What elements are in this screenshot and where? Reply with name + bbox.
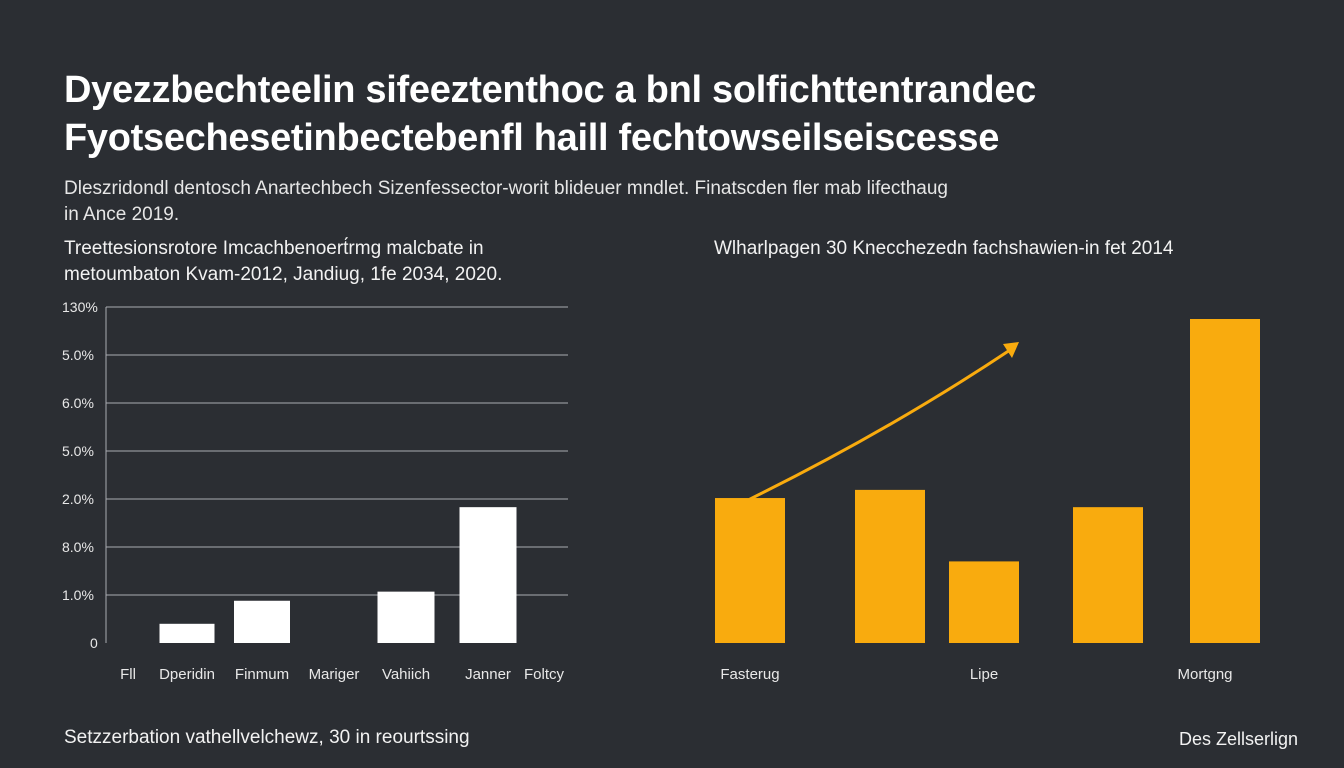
chart-title: Dyezzbechteelin sifeeztenthoc a bnl solf…	[64, 66, 1264, 162]
left-chart-category-label: Fll	[120, 666, 136, 683]
left-chart-category-label: Janner	[465, 666, 511, 683]
left-chart-caption: Treettesionsrotore Imcachbenoert́rmg mal…	[64, 236, 584, 288]
trend-arrow-line	[748, 348, 1012, 501]
left-chart-category-label: Foltcy	[524, 666, 565, 683]
footer-credit: Des Zellserlign	[1178, 729, 1298, 749]
left-chart-ytick-label: 5.0%	[62, 347, 94, 363]
left-caption-line-2: metoumbaton Kvam-2012, Jandiug, 1fe 2034…	[64, 264, 503, 285]
left-chart-ytick-label: 130%	[62, 299, 98, 315]
title-line-2: Fyotsechesetinbectebenfl haill fechtowse…	[64, 117, 1000, 159]
left-chart-bar	[377, 591, 435, 643]
left-chart-ytick-label: 0	[90, 635, 98, 651]
right-chart-bar	[1190, 319, 1260, 643]
left-chart-category-label: Finmum	[235, 666, 289, 683]
subtitle-line-1: Dleszridondl dentosch Anartechbech Sizen…	[64, 178, 948, 199]
left-chart-ytick-label: 2.0%	[62, 491, 94, 507]
left-chart-category-label: Vahiich	[382, 666, 430, 683]
right-chart-bar	[855, 489, 925, 643]
left-chart-bar	[234, 600, 290, 643]
left-chart-category-label: Mariger	[309, 666, 360, 683]
left-chart-bar	[459, 507, 517, 643]
footer-note: Setzzerbation vathellvelchewz, 30 in reo…	[64, 727, 470, 748]
right-chart-category-label: Fasterug	[720, 666, 779, 683]
left-chart-ytick-label: 1.0%	[62, 587, 94, 603]
right-chart-category-label: Lipe	[970, 666, 998, 683]
subtitle-line-2: in Ance 2019.	[64, 204, 180, 225]
left-chart-ytick-label: 5.0%	[62, 443, 94, 459]
left-caption-line-1: Treettesionsrotore Imcachbenoert́rmg mal…	[64, 238, 484, 259]
chart-subtitle: Dleszridondl dentosch Anartechbech Sizen…	[64, 176, 1164, 228]
left-chart-bar	[159, 623, 215, 643]
right-chart-bar	[715, 498, 785, 643]
right-chart-bar	[1073, 507, 1143, 643]
trend-arrow-head-icon	[1003, 342, 1019, 358]
left-chart-ytick-label: 8.0%	[62, 539, 94, 555]
left-chart-ytick-label: 6.0%	[62, 395, 94, 411]
left-chart-category-label: Dperidin	[159, 666, 215, 683]
right-chart-bar	[949, 561, 1019, 643]
right-chart-category-label: Mortgng	[1177, 666, 1232, 683]
right-chart-caption: Wlharlpagen 30 Knecchezedn fachshawien-i…	[714, 238, 1174, 259]
title-line-1: Dyezzbechteelin sifeeztenthoc a bnl solf…	[64, 69, 1037, 111]
